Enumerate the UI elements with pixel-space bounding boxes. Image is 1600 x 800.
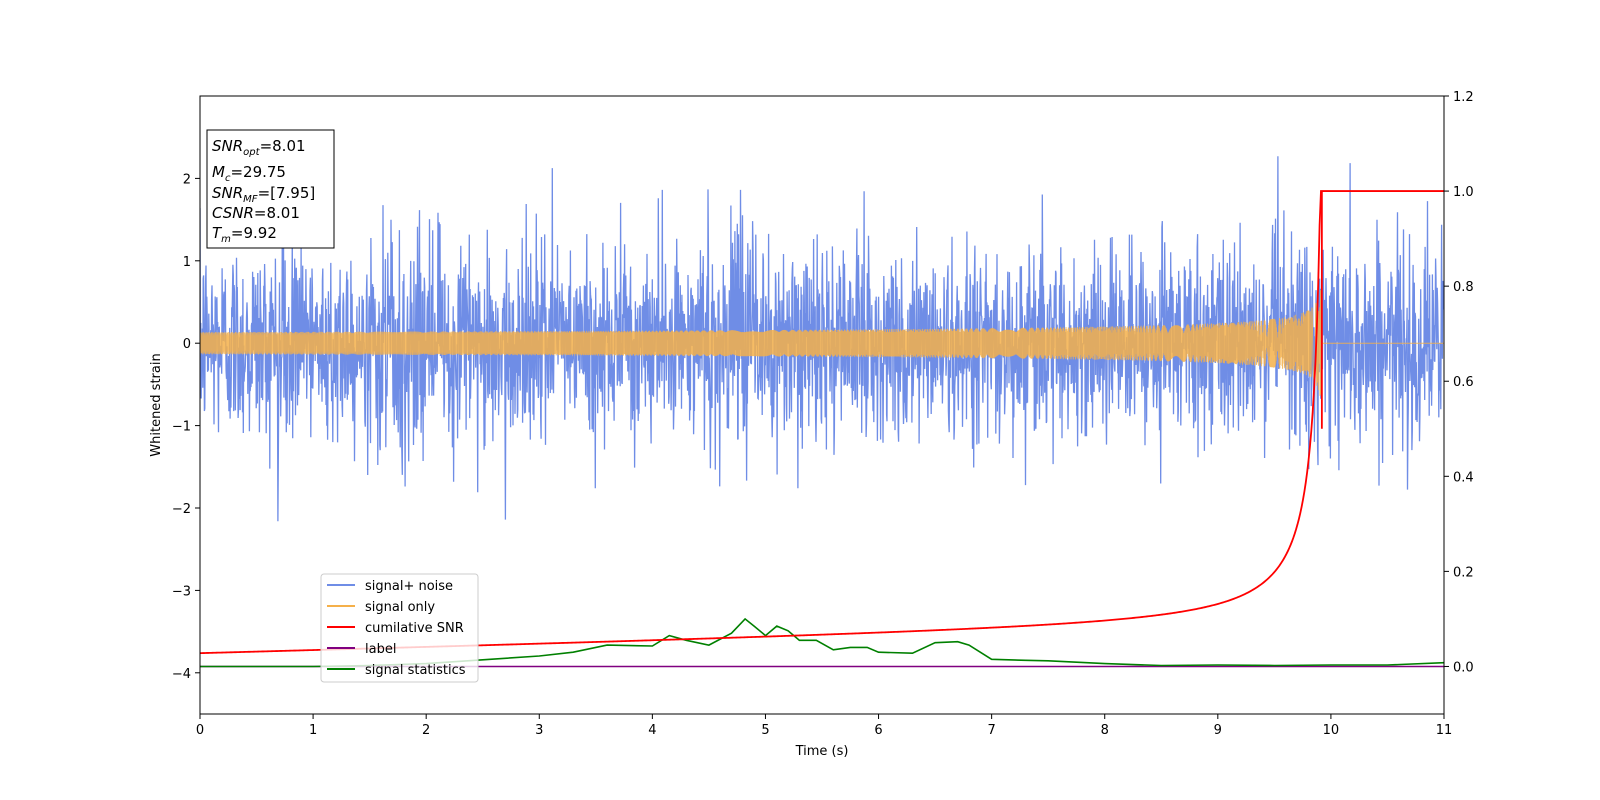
- annotation-snr-mf: SNRMF=[7.95]: [212, 184, 315, 205]
- y-right-tick-label: 0.2: [1453, 565, 1474, 580]
- x-axis-ticks: 0 1 2 3 4 5 6 7 8 9 10 11: [196, 714, 1452, 738]
- legend-label: signal+ noise: [365, 579, 453, 594]
- snr-opt-sub: opt: [243, 147, 260, 158]
- csnr-value: =8.01: [254, 204, 300, 222]
- x-tick-label: 2: [422, 723, 430, 738]
- y-axis-right-ticks: 0.0 0.2 0.4 0.6 0.8 1.0 1.2: [1444, 90, 1474, 675]
- y-left-tick-label: −2: [172, 502, 191, 517]
- annotation-tm: Tm=9.92: [212, 224, 277, 245]
- annotation-mc: Mc=29.75: [212, 163, 286, 184]
- x-tick-label: 5: [761, 723, 769, 738]
- y-left-tick-label: −1: [172, 420, 191, 435]
- snr-opt-value: =8.01: [260, 137, 306, 155]
- legend: signal+ noise signal only cumilative SNR la…: [320, 573, 479, 683]
- annotation-box: SNRopt=8.01 Mc=29.75 SNRMF=[7.95] CSNR=8…: [206, 129, 335, 249]
- legend-label: signal only: [365, 600, 435, 615]
- x-tick-label: 6: [874, 723, 882, 738]
- y-right-tick-label: 0.8: [1453, 280, 1474, 295]
- x-tick-label: 3: [535, 723, 543, 738]
- mc-sub: c: [225, 173, 231, 184]
- x-tick-label: 8: [1101, 723, 1109, 738]
- x-tick-label: 11: [1436, 723, 1453, 738]
- tm-base: T: [212, 224, 223, 242]
- x-tick-label: 7: [987, 723, 995, 738]
- tm-sub: m: [221, 234, 231, 245]
- legend-frame: [320, 573, 479, 683]
- y-right-tick-label: 0.6: [1453, 375, 1474, 390]
- legend-label: label: [365, 642, 396, 657]
- y-right-tick-label: 0.4: [1453, 470, 1474, 485]
- y-right-tick-label: 1.2: [1453, 90, 1474, 105]
- x-tick-label: 0: [196, 723, 204, 738]
- snr-mf-sub: MF: [243, 194, 258, 205]
- legend-items: signal+ noise signal only cumilative SNR la…: [327, 579, 466, 678]
- legend-label: signal statistics: [365, 663, 466, 678]
- y-left-tick-label: 2: [183, 172, 191, 187]
- annotation-frame: [206, 129, 335, 249]
- mc-value: =29.75: [230, 163, 286, 181]
- y-left-tick-label: 0: [183, 337, 191, 352]
- snr-mf-base: SNR: [212, 184, 243, 202]
- y-right-tick-label: 0.0: [1453, 660, 1474, 675]
- y-axis-label: Whitened strain: [149, 353, 164, 456]
- mc-base: M: [212, 163, 225, 181]
- x-tick-label: 1: [309, 723, 317, 738]
- annotation-csnr: CSNR=8.01: [212, 204, 300, 222]
- series-signal-statistics-line: [200, 617, 1444, 668]
- x-axis-label: Time (s): [795, 744, 849, 759]
- y-left-tick-label: −4: [172, 667, 191, 682]
- tm-value: =9.92: [231, 224, 277, 242]
- legend-label: cumilative SNR: [365, 621, 464, 636]
- annotation-snr-opt: SNRopt=8.01: [212, 137, 306, 158]
- y-axis-left-ticks: −4 −3 −2 −1 0 1 2: [172, 172, 200, 682]
- y-right-tick-label: 1.0: [1453, 185, 1474, 200]
- snr-mf-value: =[7.95]: [258, 184, 316, 202]
- y-left-tick-label: 1: [183, 255, 191, 270]
- x-tick-label: 9: [1214, 723, 1222, 738]
- series-signal-only-line: [200, 288, 1444, 396]
- plot-frame: [199, 95, 1445, 715]
- y-left-tick-label: −3: [172, 584, 191, 599]
- csnr-base: CSNR: [212, 204, 254, 222]
- x-tick-label: 4: [648, 723, 656, 738]
- snr-opt-base: SNR: [212, 137, 243, 155]
- x-tick-label: 10: [1323, 723, 1340, 738]
